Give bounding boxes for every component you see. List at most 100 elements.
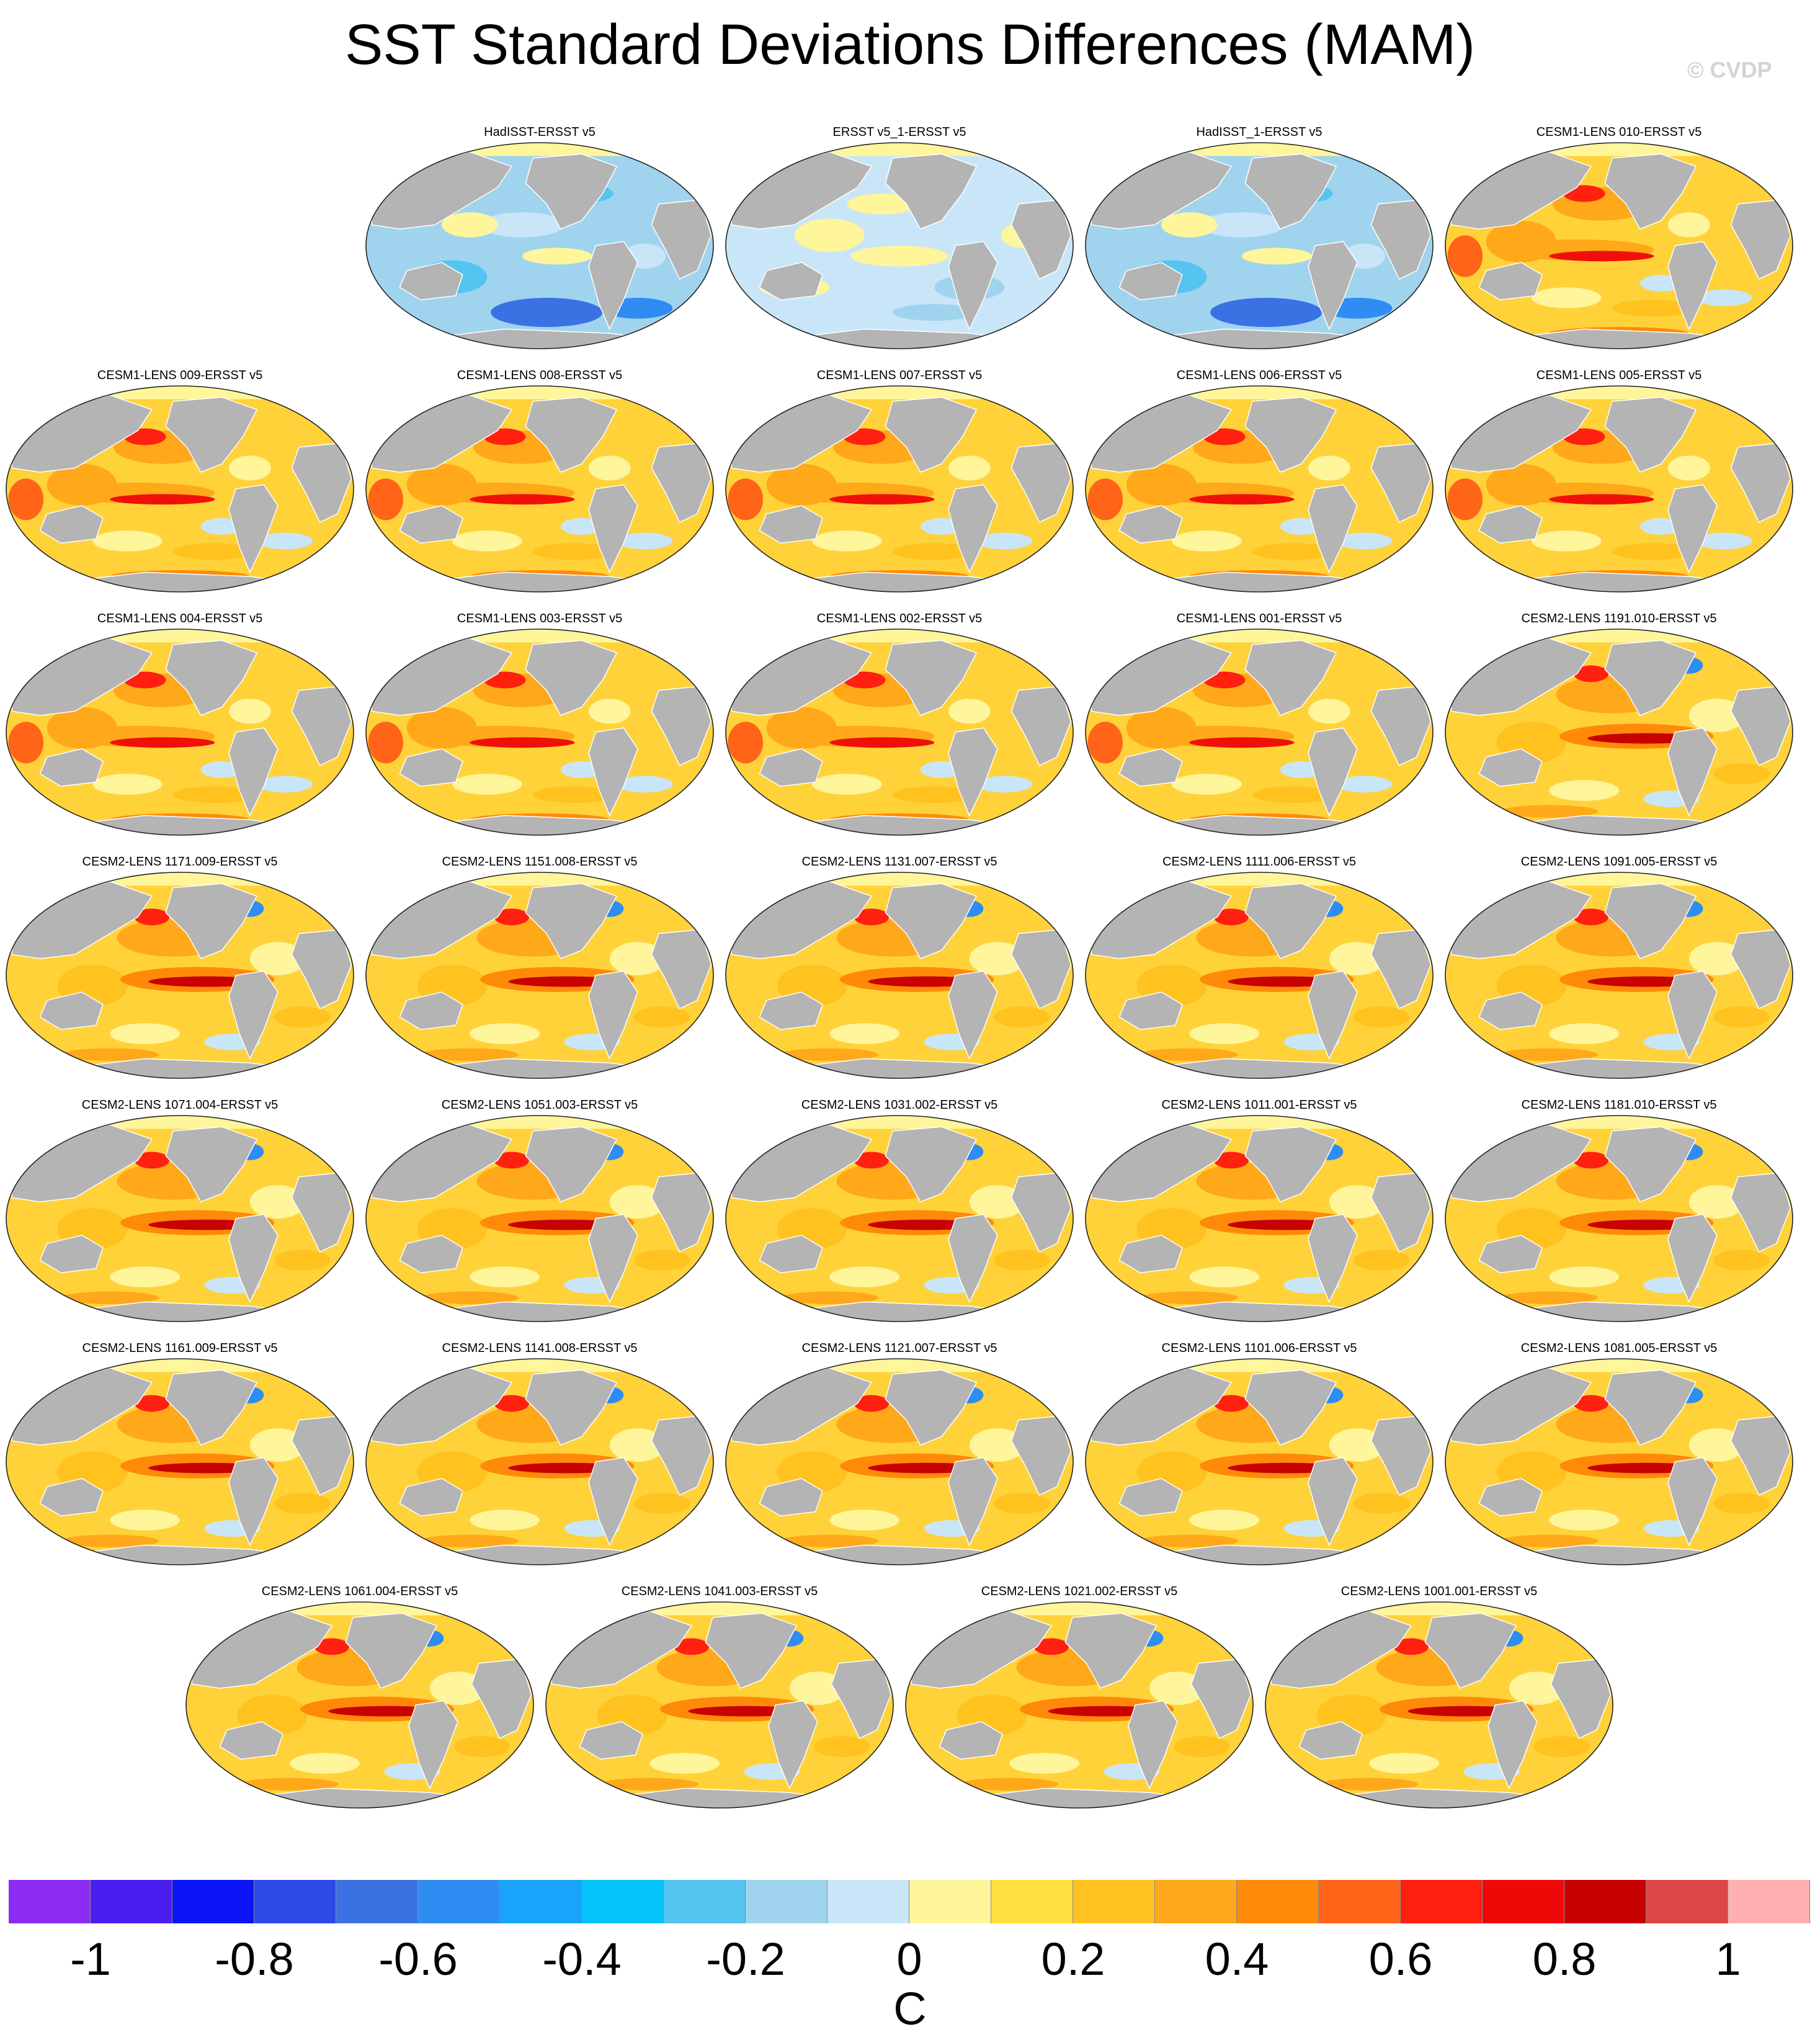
north-america-landmass bbox=[345, 1613, 438, 1689]
map-panel-title: CESM2-LENS 1161.009-ERSST v5 bbox=[82, 1341, 278, 1355]
map-panel: CESM2-LENS 1001.001-ERSST v5 bbox=[1259, 1583, 1619, 1819]
australia-landmass bbox=[1118, 1235, 1183, 1274]
sst-anomaly-patch bbox=[1573, 1152, 1609, 1169]
map-panel: CESM1-LENS 009-ERSST v5 bbox=[0, 367, 360, 603]
map-panel: CESM1-LENS 007-ERSST v5 bbox=[720, 367, 1079, 603]
sst-anomaly-patch bbox=[1667, 455, 1710, 481]
sst-anomaly-patch bbox=[1308, 699, 1350, 724]
australia-landmass bbox=[399, 262, 463, 301]
world-map bbox=[365, 1115, 714, 1322]
south-america-landmass bbox=[1308, 970, 1358, 1060]
map-panel-title: CESM1-LENS 010-ERSST v5 bbox=[1536, 125, 1702, 139]
australia-landmass bbox=[39, 748, 104, 787]
cvdp-credit: © CVDP bbox=[1687, 57, 1772, 83]
south-america-landmass bbox=[408, 1700, 458, 1790]
australia-landmass bbox=[759, 1478, 823, 1517]
sst-anomaly-patch bbox=[588, 699, 631, 724]
sst-anomaly-patch bbox=[1500, 1048, 1599, 1061]
sst-anomaly-patch bbox=[274, 1250, 331, 1271]
australia-landmass bbox=[1478, 505, 1543, 544]
north-america-landmass bbox=[525, 396, 618, 473]
map-panel-title: CESM2-LENS 1091.005-ERSST v5 bbox=[1520, 855, 1718, 869]
north-america-landmass bbox=[525, 1369, 618, 1446]
sst-anomaly-patch bbox=[442, 212, 498, 238]
world-map bbox=[725, 872, 1074, 1079]
north-america-landmass bbox=[885, 640, 978, 717]
australia-landmass bbox=[219, 1721, 283, 1760]
sst-anomaly-patch bbox=[1549, 780, 1619, 801]
map-panel-title: CESM1-LENS 009-ERSST v5 bbox=[97, 369, 263, 382]
australia-landmass bbox=[1298, 1721, 1363, 1760]
map-panel-title: CESM2-LENS 1031.002-ERSST v5 bbox=[801, 1098, 998, 1112]
sst-anomaly-patch bbox=[110, 1023, 180, 1044]
sst-anomaly-patch bbox=[1189, 1266, 1259, 1287]
south-america-landmass bbox=[948, 970, 998, 1060]
colorbar-swatch bbox=[1155, 1880, 1237, 1923]
map-panel-title: CESM1-LENS 003-ERSST v5 bbox=[457, 612, 623, 625]
sst-anomaly-patch bbox=[829, 737, 935, 748]
colorbar-swatch bbox=[1564, 1880, 1646, 1923]
world-map bbox=[6, 629, 354, 836]
sst-anomaly-patch bbox=[522, 248, 592, 265]
map-panel-grid: HadISST-ERSST v5 ERSST v5_1-ERSST v5 HadIS… bbox=[0, 124, 1799, 1819]
map-panel-title: CESM2-LENS 1021.002-ERSST v5 bbox=[981, 1585, 1178, 1598]
map-panel: CESM2-LENS 1051.003-ERSST v5 bbox=[360, 1097, 720, 1333]
sst-anomaly-patch bbox=[1329, 1428, 1386, 1462]
north-america-landmass bbox=[1244, 396, 1337, 473]
world-map bbox=[6, 1115, 354, 1322]
sst-anomaly-patch bbox=[110, 1510, 180, 1531]
south-america-landmass bbox=[1667, 241, 1718, 331]
sst-anomaly-patch bbox=[1696, 289, 1752, 306]
sst-anomaly-patch bbox=[274, 1006, 331, 1027]
north-america-landmass bbox=[1604, 1369, 1697, 1446]
south-america-landmass bbox=[768, 1700, 818, 1790]
south-america-landmass bbox=[588, 727, 638, 817]
world-map bbox=[365, 872, 714, 1079]
australia-landmass bbox=[1118, 748, 1183, 787]
world-map bbox=[1085, 142, 1434, 349]
map-panel: CESM2-LENS 1031.002-ERSST v5 bbox=[720, 1097, 1079, 1333]
colorbar bbox=[9, 1880, 1811, 1923]
sst-anomaly-patch bbox=[92, 530, 163, 552]
map-outline bbox=[725, 1115, 1074, 1322]
map-panel-title: CESM1-LENS 005-ERSST v5 bbox=[1536, 369, 1702, 382]
north-america-landmass bbox=[525, 640, 618, 717]
map-panel: CESM2-LENS 1191.010-ERSST v5 bbox=[1439, 611, 1799, 846]
world-map bbox=[1445, 385, 1793, 593]
sst-anomaly-patch bbox=[249, 1428, 306, 1462]
sst-anomaly-patch bbox=[1213, 1395, 1249, 1412]
south-america-landmass bbox=[228, 727, 279, 817]
colorbar-swatch bbox=[1483, 1880, 1564, 1923]
colorbar-swatch bbox=[909, 1880, 991, 1923]
south-america-landmass bbox=[1488, 1700, 1538, 1790]
colorbar-tick-label: 0.8 bbox=[1532, 1933, 1597, 1985]
map-panel-title: CESM2-LENS 1001.001-ERSST v5 bbox=[1340, 1585, 1538, 1598]
australia-landmass bbox=[39, 505, 104, 544]
sst-anomaly-patch bbox=[454, 1736, 511, 1757]
south-america-landmass bbox=[948, 484, 998, 574]
sst-anomaly-patch bbox=[1500, 805, 1599, 818]
map-panel: CESM2-LENS 1011.001-ERSST v5 bbox=[1079, 1097, 1439, 1333]
colorbar-swatch bbox=[991, 1880, 1073, 1923]
colorbar-tick-label: 0 bbox=[896, 1933, 922, 1985]
world-map bbox=[365, 142, 714, 349]
map-panel: CESM1-LENS 004-ERSST v5 bbox=[0, 611, 360, 846]
australia-landmass bbox=[39, 1478, 104, 1517]
sst-anomaly-patch bbox=[1549, 1510, 1619, 1531]
map-panel-title: CESM2-LENS 1121.007-ERSST v5 bbox=[801, 1341, 997, 1355]
sst-anomaly-patch bbox=[850, 246, 948, 267]
map-outline bbox=[365, 1358, 714, 1565]
map-outline bbox=[1085, 872, 1434, 1079]
map-outline bbox=[365, 385, 714, 593]
world-map bbox=[725, 629, 1074, 836]
sst-anomaly-patch bbox=[257, 776, 313, 793]
sst-anomaly-patch bbox=[789, 1671, 846, 1705]
sst-anomaly-patch bbox=[728, 478, 764, 521]
map-panel: HadISST-ERSST v5 bbox=[360, 124, 720, 360]
sst-anomaly-patch bbox=[780, 1534, 879, 1547]
map-panel-title: CESM1-LENS 004-ERSST v5 bbox=[97, 612, 263, 625]
sst-anomaly-patch bbox=[728, 722, 764, 764]
sst-anomaly-patch bbox=[92, 774, 163, 795]
north-america-landmass bbox=[1244, 153, 1337, 230]
sst-anomaly-patch bbox=[634, 1250, 690, 1271]
